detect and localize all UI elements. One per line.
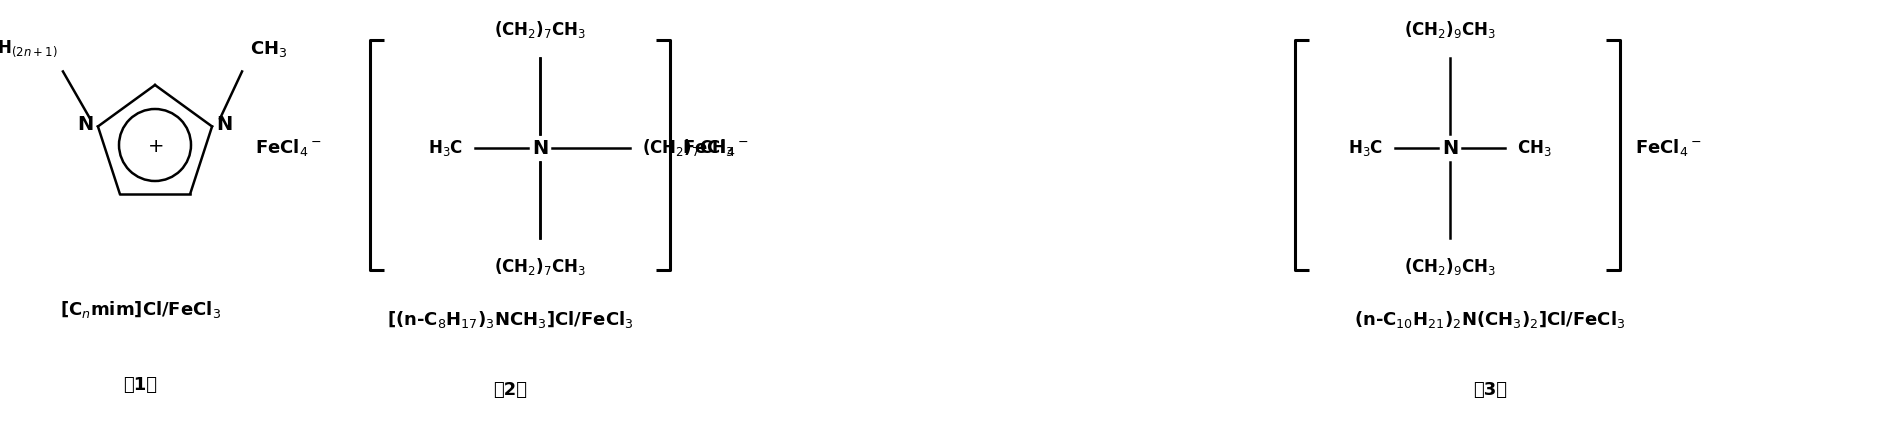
Text: FeCl$_4$$^-$: FeCl$_4$$^-$ — [682, 138, 748, 158]
Text: C$_n$H$_{(2n+1)}$: C$_n$H$_{(2n+1)}$ — [0, 39, 58, 60]
Text: CH$_3$: CH$_3$ — [1517, 138, 1552, 158]
Text: $+$: $+$ — [147, 138, 164, 157]
Text: N: N — [1441, 139, 1458, 157]
Text: H$_3$C: H$_3$C — [1347, 138, 1383, 158]
Text: H$_3$C: H$_3$C — [428, 138, 463, 158]
Text: (CH$_2$)$_7$CH$_3$: (CH$_2$)$_7$CH$_3$ — [494, 256, 586, 277]
Text: [(n-C$_8$H$_{17}$)$_3$NCH$_3$]Cl/FeCl$_3$: [(n-C$_8$H$_{17}$)$_3$NCH$_3$]Cl/FeCl$_3… — [386, 309, 633, 330]
Text: (CH$_2$)$_7$CH$_3$: (CH$_2$)$_7$CH$_3$ — [494, 19, 586, 40]
Text: FeCl$_4$$^-$: FeCl$_4$$^-$ — [1635, 138, 1701, 158]
Text: N: N — [77, 115, 94, 134]
Text: (CH$_2$)$_9$CH$_3$: (CH$_2$)$_9$CH$_3$ — [1404, 256, 1496, 277]
Text: CH$_3$: CH$_3$ — [251, 39, 288, 60]
Text: （3）: （3） — [1473, 381, 1507, 399]
Text: N: N — [217, 115, 232, 134]
Text: N: N — [531, 139, 548, 157]
Text: (CH$_2$)$_9$CH$_3$: (CH$_2$)$_9$CH$_3$ — [1404, 19, 1496, 40]
Text: （2）: （2） — [494, 381, 528, 399]
Text: (CH$_2$)$_7$CH$_3$: (CH$_2$)$_7$CH$_3$ — [642, 138, 735, 158]
Text: （1）: （1） — [122, 376, 156, 394]
Text: (n-C$_{10}$H$_{21}$)$_2$N(CH$_3$)$_2$]Cl/FeCl$_3$: (n-C$_{10}$H$_{21}$)$_2$N(CH$_3$)$_2$]Cl… — [1355, 309, 1626, 330]
Text: [C$_n$mim]Cl/FeCl$_3$: [C$_n$mim]Cl/FeCl$_3$ — [60, 299, 220, 320]
Text: FeCl$_4$$^-$: FeCl$_4$$^-$ — [254, 138, 322, 158]
